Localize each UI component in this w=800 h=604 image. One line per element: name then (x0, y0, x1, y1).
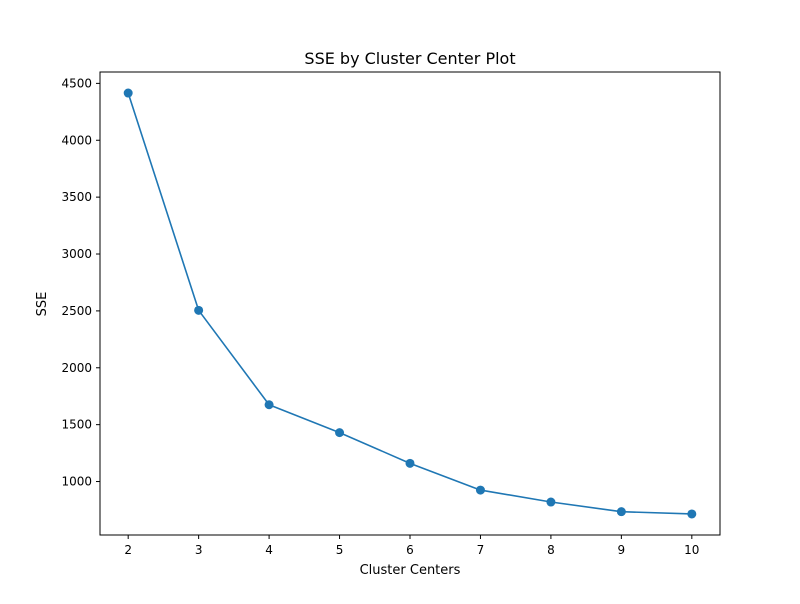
data-point (194, 305, 204, 315)
y-tick-label: 3500 (61, 190, 92, 204)
data-point (616, 507, 626, 517)
x-tick-label: 6 (406, 543, 414, 557)
x-tick-label: 8 (547, 543, 555, 557)
data-point (335, 428, 345, 438)
y-tick-label: 4000 (61, 133, 92, 147)
y-tick-label: 3000 (61, 247, 92, 261)
x-tick-label: 5 (336, 543, 344, 557)
data-point (264, 400, 274, 410)
x-tick-label: 3 (195, 543, 203, 557)
data-point (475, 485, 485, 495)
y-tick-label: 2500 (61, 304, 92, 318)
x-axis-label: Cluster Centers (360, 563, 461, 578)
data-point (123, 88, 133, 98)
plot-area: 2 3 4 5 6 7 8 9 10 1000 1500 2000 2500 3000 3500 4000 45… (61, 71, 721, 557)
series-line (127, 92, 692, 515)
y-axis-label: SSE (35, 292, 50, 317)
x-tick-label: 4 (265, 543, 273, 557)
data-point (687, 509, 697, 519)
x-tick-label: 9 (618, 543, 626, 557)
x-tick-label: 2 (124, 543, 132, 557)
x-tick-label: 10 (684, 543, 699, 557)
data-point (405, 458, 415, 468)
y-tick-label: 4500 (61, 76, 92, 90)
y-tick-label: 2000 (61, 361, 92, 375)
x-tick-label: 7 (477, 543, 485, 557)
data-point (546, 497, 556, 507)
y-tick-label: 1000 (61, 475, 92, 489)
chart-title: SSE by Cluster Center Plot (304, 49, 515, 68)
y-tick-label: 1500 (61, 418, 92, 432)
